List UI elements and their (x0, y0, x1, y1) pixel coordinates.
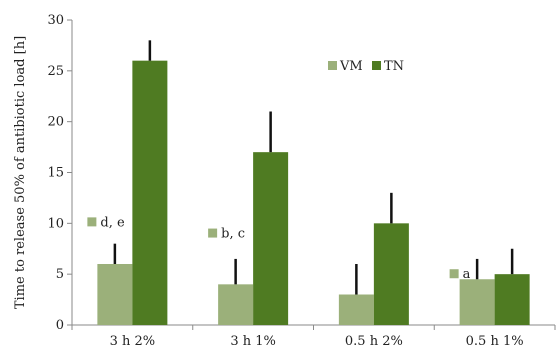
bar-tn-0 (132, 60, 168, 326)
y-tick-label: 10 (47, 216, 64, 231)
y-axis-title-group: Time to release 50% of antibiotic load [… (13, 36, 28, 309)
bar-tn-2 (373, 223, 409, 325)
x-tick-label: 0.5 h 2% (345, 334, 403, 349)
y-tick-label: 15 (47, 166, 64, 181)
legend: VM TN (328, 59, 404, 74)
y-tick-label: 20 (47, 115, 64, 130)
legend-swatch-tn (372, 61, 381, 70)
annotation-marker (208, 228, 218, 238)
bar-vm-3 (459, 279, 495, 325)
bar-tn-3 (494, 274, 530, 325)
annotation-label: a (463, 267, 471, 282)
bar-vm-0 (97, 264, 133, 325)
y-tick-label: 0 (56, 318, 64, 333)
annotations: d, e b, c a (87, 215, 471, 282)
x-tick-labels: 3 h 2% 3 h 1% 0.5 h 2% 0.5 h 1% (110, 334, 524, 349)
y-tick-label: 25 (47, 64, 64, 79)
x-tick-label: 0.5 h 1% (466, 334, 524, 349)
legend-label-vm: VM (339, 59, 363, 74)
annotation-marker (87, 217, 97, 227)
y-ticks: 0 5 10 15 20 25 30 (47, 13, 72, 333)
y-axis-title: Time to release 50% of antibiotic load [… (13, 36, 28, 309)
bar-vm-1 (218, 284, 254, 325)
legend-label-tn: TN (384, 59, 404, 74)
bar-tn-1 (253, 152, 289, 325)
y-tick-label: 30 (47, 13, 64, 28)
annotation-label: b, c (221, 227, 245, 242)
bar-vm-2 (338, 294, 374, 325)
y-tick-label: 5 (56, 267, 64, 282)
x-tick-label: 3 h 2% (110, 334, 156, 349)
bars (97, 40, 530, 326)
legend-swatch-vm (328, 61, 337, 70)
x-tick-label: 3 h 1% (230, 334, 276, 349)
annotation-marker (449, 269, 459, 279)
annotation-label: d, e (100, 215, 125, 230)
